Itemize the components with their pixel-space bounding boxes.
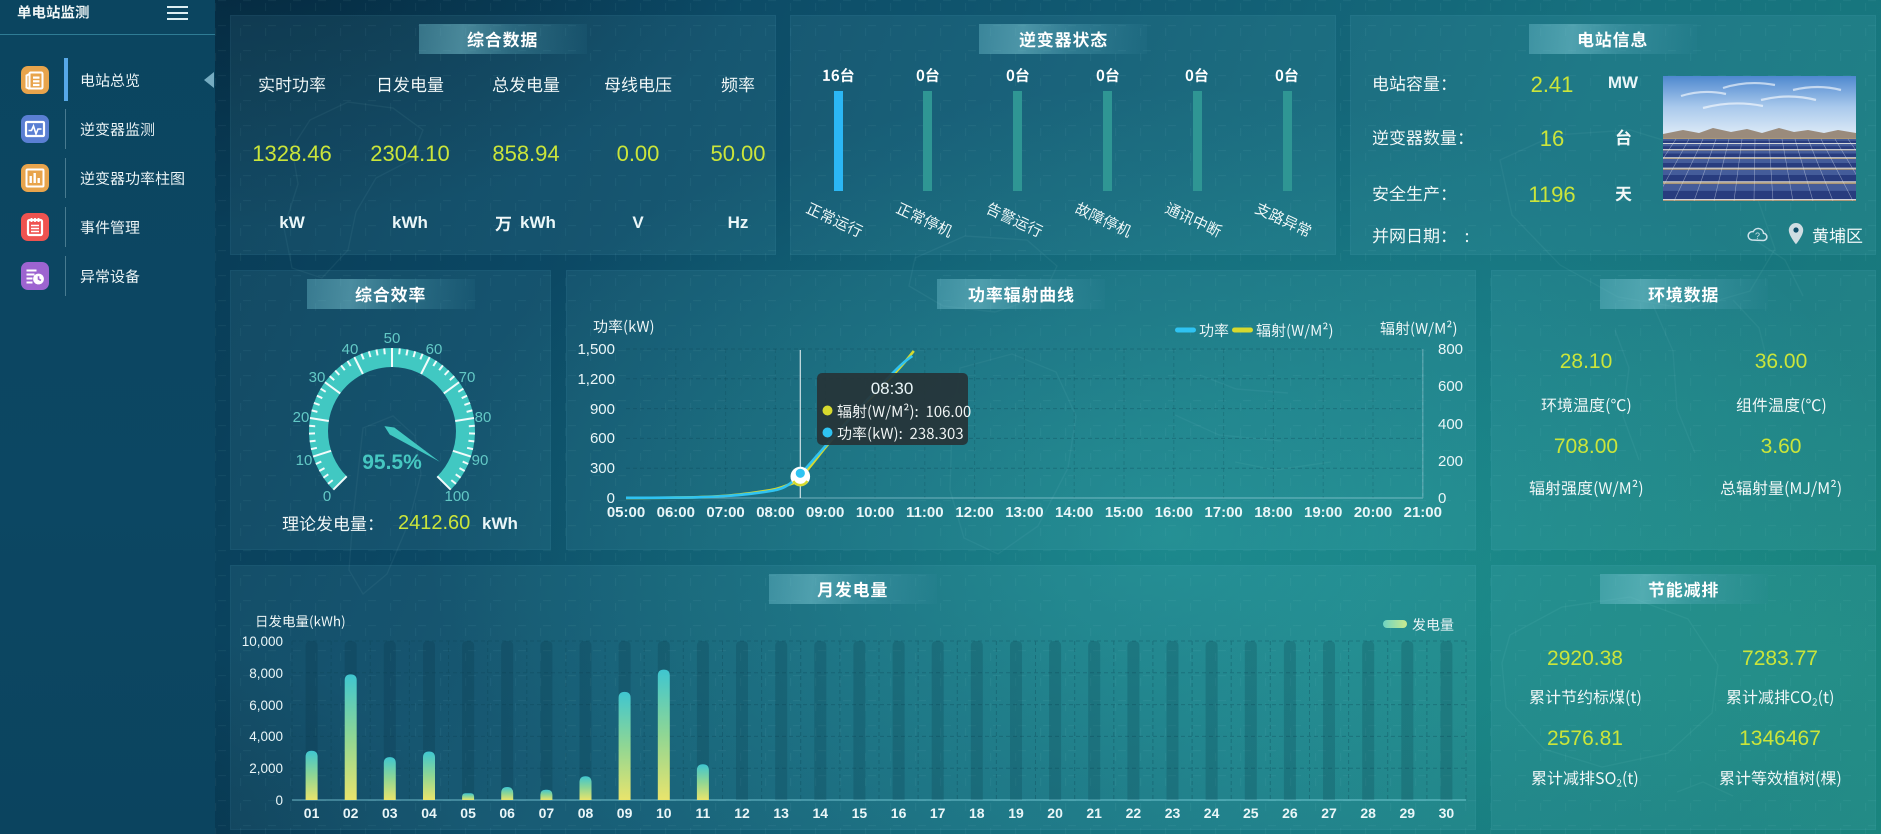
svg-text:?: ? xyxy=(1755,231,1760,241)
